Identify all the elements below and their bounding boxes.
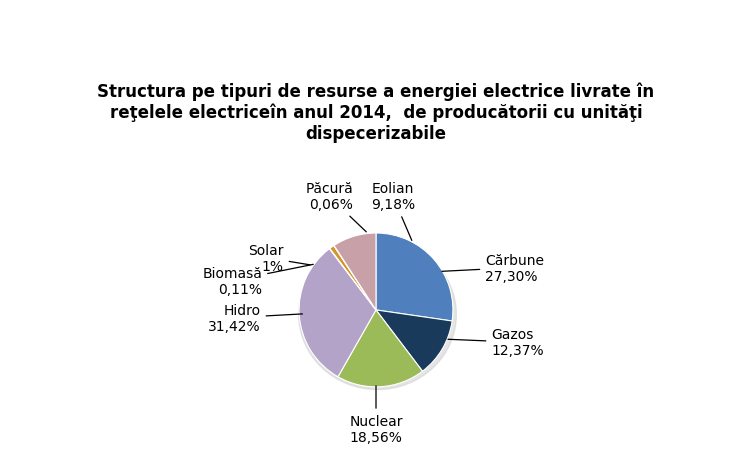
Text: Nuclear
18,56%: Nuclear 18,56% bbox=[349, 386, 403, 444]
Wedge shape bbox=[329, 249, 376, 310]
Wedge shape bbox=[330, 246, 376, 310]
Text: Gazos
12,37%: Gazos 12,37% bbox=[448, 327, 544, 358]
Wedge shape bbox=[338, 310, 423, 387]
Text: Biomasă
0,11%: Biomasă 0,11% bbox=[202, 265, 314, 296]
Text: Cărbune
27,30%: Cărbune 27,30% bbox=[442, 253, 544, 283]
Text: Hidro
31,42%: Hidro 31,42% bbox=[208, 303, 302, 333]
Title: Structura pe tipuri de resurse a energiei electrice livrate în
reţelele electric: Structura pe tipuri de resurse a energie… bbox=[98, 82, 654, 143]
Wedge shape bbox=[334, 246, 376, 310]
Wedge shape bbox=[299, 249, 376, 377]
Ellipse shape bbox=[299, 240, 456, 390]
Text: Păcură
0,06%: Păcură 0,06% bbox=[305, 182, 366, 232]
Text: Solar
1%: Solar 1% bbox=[248, 243, 310, 273]
Wedge shape bbox=[376, 310, 452, 371]
Text: Eolian
9,18%: Eolian 9,18% bbox=[371, 182, 415, 241]
Wedge shape bbox=[376, 234, 453, 321]
Wedge shape bbox=[334, 234, 376, 310]
